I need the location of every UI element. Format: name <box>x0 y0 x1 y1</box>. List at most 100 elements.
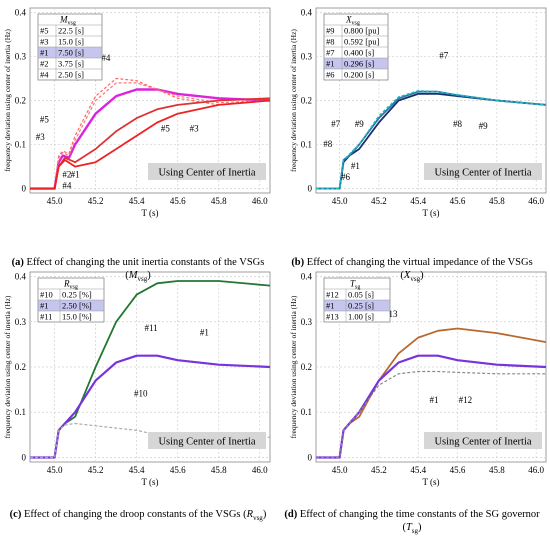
panel-d: 0 0.1 0.2 0.3 0.4 45.0 45.2 45.4 45.6 45.8 46.0 T (… <box>289 272 547 487</box>
y-axis-label: frequency deviation using center of iner… <box>3 295 12 438</box>
y-axis-label: frequency deviation using center of iner… <box>3 29 12 172</box>
y-tick-label: 0.4 <box>301 7 313 17</box>
legend-row-value: 0.05 [s] <box>348 290 374 300</box>
y-tick-label: 0 <box>22 184 27 194</box>
x-axis-label: T (s) <box>422 208 439 218</box>
annotation-box <box>148 163 266 180</box>
x-tick-label: 45.2 <box>88 465 104 475</box>
caption-sub-b: vsg <box>410 275 421 284</box>
legend-table-header: Tsg <box>350 279 360 291</box>
header-symbol: X <box>345 15 352 25</box>
header-subscript: vsg <box>70 285 78 291</box>
y-tick-label: 0.3 <box>15 317 27 327</box>
x-axis-label: T (s) <box>422 477 439 487</box>
caption-symbol-d: T <box>405 522 412 533</box>
legend-row-value: 3.75 [s] <box>58 59 84 69</box>
x-tick-label: 45.0 <box>332 196 348 206</box>
y-tick-label: 0.3 <box>301 51 313 61</box>
caption-d: (d) Effect of changing the time constant… <box>282 508 542 538</box>
legend-row-id: #1 <box>40 48 49 58</box>
legend-table: Tsg #12 0.05 [s] #1 0.25 [s] #13 1.00 [s] <box>323 277 391 323</box>
legend-row-value: 0.200 [s] <box>344 70 374 80</box>
series-line-5 <box>30 99 271 190</box>
y-tick-label: 0.3 <box>301 317 313 327</box>
x-tick-label: 46.0 <box>252 465 268 475</box>
caption-symbol-a: M <box>128 270 138 281</box>
curve-label: #11 <box>144 323 157 333</box>
legend-table-highlight <box>38 47 102 58</box>
y-axis-label: frequency deviation using center of iner… <box>289 295 298 438</box>
y-tick-label: 0 <box>308 452 313 462</box>
curve-label: #5 <box>40 115 50 125</box>
caption-text-a: Effect of changing the unit inertia cons… <box>26 257 265 281</box>
annotation-text: Using Center of Inertia <box>434 437 531 448</box>
curve-label: #6 <box>341 172 351 182</box>
header-symbol: R <box>63 279 70 289</box>
curve-label: #9 <box>355 119 365 129</box>
legend-row-id: #4 <box>40 70 49 80</box>
caption-b: (b) Effect of changing the virtual imped… <box>282 256 542 286</box>
legend-table-header: Mvsg <box>59 15 76 27</box>
annotation-text: Using Center of Inertia <box>158 437 255 448</box>
caption-text-d: Effect of changing the time constants of… <box>299 509 540 533</box>
caption-letter-d: (d) <box>284 509 298 520</box>
series-line-4 <box>30 77 271 190</box>
legend-row-value: 0.296 [s] <box>344 59 374 69</box>
legend-row-value: 0.800 [pu] <box>344 26 380 36</box>
legend-row-id: #12 <box>326 290 339 300</box>
x-tick-label: 45.0 <box>332 465 348 475</box>
curve-label: #9 <box>479 121 489 131</box>
caption-sub-d: sg <box>411 527 419 536</box>
curve-label: #1 <box>71 170 80 180</box>
x-tick-label: 45.2 <box>371 465 387 475</box>
x-tick-label: 45.4 <box>129 196 145 206</box>
x-tick-label: 45.2 <box>88 196 104 206</box>
legend-row-value: 2.50 [%] <box>62 301 92 311</box>
header-symbol: T <box>350 279 356 289</box>
legend-row-id: #2 <box>40 59 49 69</box>
caption-end-a: ) <box>147 270 151 281</box>
legend-row-value: 1.00 [s] <box>348 312 374 322</box>
x-axis-label: T (s) <box>141 477 158 487</box>
x-tick-label: 45.6 <box>450 465 466 475</box>
curve-label: #7 <box>331 119 341 129</box>
caption-end-d: ) <box>418 522 422 533</box>
y-tick-label: 0.1 <box>15 140 26 150</box>
y-tick-label: 0.4 <box>15 7 27 17</box>
x-tick-label: 46.0 <box>528 465 544 475</box>
y-tick-label: 0 <box>22 452 27 462</box>
annotation-text: Using Center of Inertia <box>158 168 255 179</box>
legend-row-id: #11 <box>40 312 52 322</box>
x-tick-label: 45.0 <box>47 465 63 475</box>
annotation-box <box>148 432 266 449</box>
curve-label: #4 <box>62 181 72 191</box>
x-tick-label: 45.4 <box>410 465 426 475</box>
curve-label: #10 <box>134 388 148 398</box>
curve-label: #1 <box>351 161 360 171</box>
y-tick-label: 0.2 <box>301 96 312 106</box>
x-tick-label: 45.2 <box>371 196 387 206</box>
caption-letter-b: (b) <box>291 257 305 268</box>
header-subscript: sg <box>355 285 360 291</box>
legend-row-id: #5 <box>40 26 49 36</box>
legend-table-highlight <box>324 300 390 311</box>
panel-a: 0 0.1 0.2 0.3 0.4 45.0 45.2 45.4 45.6 45.8 46.0 T (… <box>3 7 271 218</box>
x-tick-label: 45.0 <box>47 196 63 206</box>
x-tick-label: 45.8 <box>211 465 227 475</box>
legend-row-value: 0.25 [%] <box>62 290 92 300</box>
legend-row-value: 22.5 [s] <box>58 26 84 36</box>
x-tick-label: 45.4 <box>129 465 145 475</box>
caption-letter-a: (a) <box>11 257 24 268</box>
y-tick-label: 0.1 <box>15 407 26 417</box>
x-tick-label: 45.8 <box>489 196 505 206</box>
x-tick-label: 45.8 <box>489 465 505 475</box>
series-line-12 <box>316 370 546 459</box>
curve-label: #8 <box>453 119 463 129</box>
legend-row-value: 0.592 [pu] <box>344 37 380 47</box>
annotation-text: Using Center of Inertia <box>434 168 531 179</box>
y-axis-label: frequency deviation using center of iner… <box>289 29 298 172</box>
y-tick-label: 0.4 <box>301 272 313 282</box>
y-tick-label: 0.2 <box>301 362 312 372</box>
y-tick-label: 0.2 <box>15 96 26 106</box>
legend-table-highlight <box>324 58 388 69</box>
